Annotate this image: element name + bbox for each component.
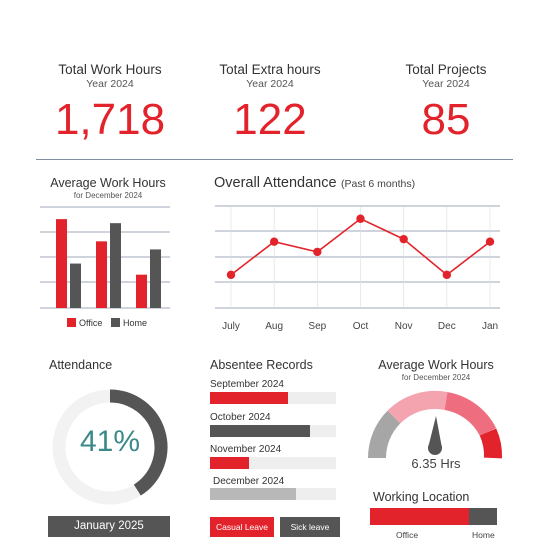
kpi-period: Year 2024 — [422, 78, 470, 90]
sick-leave-button[interactable]: Sick leave — [280, 517, 340, 537]
data-point — [269, 237, 279, 246]
legend-swatch — [111, 318, 120, 327]
legend-label: Office — [79, 318, 102, 328]
absentee-bar-track — [210, 425, 336, 437]
kpi-title: Total Work Hours — [58, 62, 162, 77]
absentee-bar — [210, 425, 310, 437]
absentee-bar — [210, 392, 289, 404]
bar-home — [70, 263, 81, 308]
gauge-subtitle: for December 2024 — [401, 373, 471, 382]
absentee-title: Absentee Records — [210, 358, 313, 372]
attendance-donut — [52, 389, 168, 505]
absentee-label: December 2024 — [213, 476, 285, 487]
kpi-work-hours: Total Work Hours Year 2024 1,718 — [30, 62, 190, 142]
work-hours-gauge — [368, 390, 503, 459]
kpi-title: Total Extra hours — [219, 62, 321, 77]
gauge-segment-grey — [368, 410, 401, 459]
kpi-extra-hours: Total Extra hours Year 2024 122 — [190, 62, 350, 142]
gauge-segment-pink — [444, 392, 497, 437]
casual-leave-button[interactable]: Casual Leave — [210, 517, 274, 537]
x-tick-label: Jan — [482, 321, 498, 332]
absentee-bar-track — [210, 392, 336, 404]
absentee-label: November 2024 — [210, 444, 282, 455]
data-point — [485, 237, 495, 246]
bar-office — [56, 219, 67, 308]
x-tick-label: Dec — [438, 321, 456, 332]
data-point — [399, 234, 408, 244]
data-point — [442, 270, 452, 280]
absentee-bar-track — [210, 457, 336, 469]
donut-progress — [109, 389, 168, 496]
gauge-segment-red — [479, 428, 503, 459]
x-tick-label: Oct — [353, 321, 369, 332]
working-location-office-label: Office — [396, 530, 419, 540]
working-location-title: Working Location — [373, 490, 470, 504]
avg-hours-bar-chart: Office Home — [40, 206, 170, 328]
gauge-value: 6.35 Hrs — [411, 456, 461, 471]
data-point — [356, 214, 365, 223]
x-tick-label: July — [222, 321, 240, 332]
bar-home — [150, 249, 161, 308]
overall-attendance-title: Overall Attendance — [214, 175, 337, 191]
kpi-value: 122 — [233, 95, 307, 144]
kpi-value: 1,718 — [54, 95, 166, 144]
kpi-title: Total Projects — [405, 62, 487, 77]
gauge-segment-light-pink — [387, 390, 448, 424]
avg-hours-title: Average Work Hours — [50, 176, 166, 190]
absentee-label: September 2024 — [210, 379, 284, 390]
x-tick-label: Aug — [265, 321, 283, 332]
kpi-value: 85 — [421, 95, 471, 144]
bar-office — [96, 241, 107, 308]
bar-office — [136, 274, 147, 308]
working-location-office-share — [370, 508, 470, 525]
legend-label: Home — [123, 318, 147, 328]
month-selector[interactable]: January 2025 — [48, 516, 170, 537]
kpi-period: Year 2024 — [86, 78, 134, 90]
data-point — [313, 247, 322, 257]
absentee-label: October 2024 — [210, 412, 271, 423]
data-point — [226, 270, 236, 280]
overall-attendance-header: Overall Attendance (Past 6 months) — [214, 174, 415, 192]
working-location-home-label: Home — [472, 530, 495, 540]
attendance-title: Attendance — [49, 358, 113, 372]
gauge-title: Average Work Hours — [378, 358, 494, 372]
legend-swatch — [67, 318, 76, 327]
overall-attendance-line-chart: July Aug Sep Oct Nov Dec Jan — [215, 205, 500, 332]
kpi-divider — [36, 159, 513, 160]
absentee-bar — [210, 457, 250, 469]
x-tick-label: Nov — [395, 321, 413, 332]
overall-attendance-subtitle: (Past 6 months) — [340, 178, 416, 190]
kpi-projects: Total Projects Year 2024 85 — [366, 62, 526, 142]
bar-home — [110, 223, 121, 308]
absentee-bar-track — [210, 488, 336, 500]
avg-hours-subtitle: for December 2024 — [73, 191, 143, 200]
gauge-needle — [428, 416, 442, 455]
x-tick-label: Sep — [308, 321, 326, 332]
working-location-bar — [370, 508, 497, 525]
kpi-period: Year 2024 — [246, 78, 294, 90]
attendance-value: 41% — [79, 425, 141, 458]
absentee-bar — [210, 488, 296, 500]
